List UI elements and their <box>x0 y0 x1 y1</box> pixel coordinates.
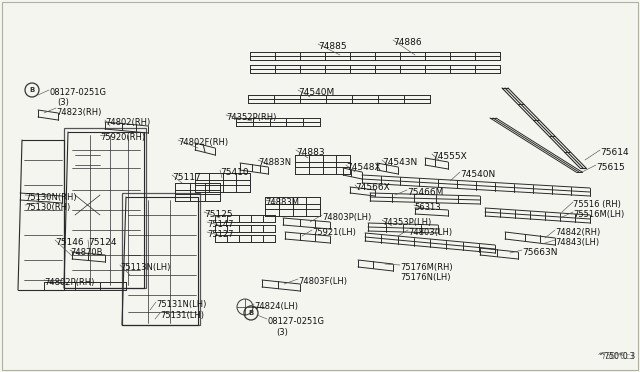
Text: 74823(RH): 74823(RH) <box>56 108 101 117</box>
Text: 74555X: 74555X <box>432 152 467 161</box>
Text: (3): (3) <box>57 98 69 107</box>
Text: 75516M(LH): 75516M(LH) <box>573 210 624 219</box>
Text: 75614: 75614 <box>600 148 628 157</box>
Text: 75410: 75410 <box>220 168 248 177</box>
Text: 08127-0251G: 08127-0251G <box>49 88 106 97</box>
Text: 75125: 75125 <box>204 210 232 219</box>
Text: 75113N(LH): 75113N(LH) <box>120 263 170 272</box>
Text: ^750*0:3: ^750*0:3 <box>598 352 635 361</box>
Text: 75516 (RH): 75516 (RH) <box>573 200 621 209</box>
Text: 74802F(RH): 74802F(RH) <box>178 138 228 147</box>
Text: 75146: 75146 <box>55 238 84 247</box>
Bar <box>64 128 146 288</box>
Text: 75176N(LH): 75176N(LH) <box>400 273 451 282</box>
Text: 75147: 75147 <box>207 220 234 229</box>
Text: 75130N(RH): 75130N(RH) <box>25 193 77 202</box>
Text: 56313: 56313 <box>414 203 440 212</box>
Text: 74883: 74883 <box>296 148 324 157</box>
Text: 74566X: 74566X <box>355 183 390 192</box>
Text: 75920(RH): 75920(RH) <box>100 133 145 142</box>
Text: 74870B: 74870B <box>70 248 102 257</box>
Text: 75124: 75124 <box>88 238 116 247</box>
Text: 74803P(LH): 74803P(LH) <box>322 213 371 222</box>
Text: 74842(RH): 74842(RH) <box>555 228 600 237</box>
Text: 74543N: 74543N <box>382 158 417 167</box>
Text: 75127: 75127 <box>207 230 234 239</box>
Text: 74824(LH): 74824(LH) <box>254 302 298 311</box>
Text: 74883N: 74883N <box>258 158 291 167</box>
Text: 74802P(RH): 74802P(RH) <box>44 278 94 287</box>
Text: 74803F(LH): 74803F(LH) <box>298 277 347 286</box>
Text: 74843(LH): 74843(LH) <box>555 238 599 247</box>
Text: 75176M(RH): 75176M(RH) <box>400 263 452 272</box>
Text: 75130(RH): 75130(RH) <box>25 203 70 212</box>
Text: 74540M: 74540M <box>298 88 334 97</box>
Text: 08127-0251G: 08127-0251G <box>267 317 324 326</box>
Bar <box>122 193 200 325</box>
Text: 75131(LH): 75131(LH) <box>160 311 204 320</box>
Text: 74886: 74886 <box>393 38 422 47</box>
Text: 74885: 74885 <box>318 42 347 51</box>
Text: 75663N: 75663N <box>522 248 557 257</box>
Text: 74352P(RH): 74352P(RH) <box>226 113 276 122</box>
Text: ^750*0:3: ^750*0:3 <box>598 352 635 361</box>
Text: 75131N(LH): 75131N(LH) <box>156 300 206 309</box>
Text: (3): (3) <box>276 328 288 337</box>
Text: 74353P(LH): 74353P(LH) <box>382 218 431 227</box>
Text: 75921(LH): 75921(LH) <box>312 228 356 237</box>
Text: 74548X: 74548X <box>346 163 381 172</box>
Text: 74802(RH): 74802(RH) <box>105 118 150 127</box>
Text: 75615: 75615 <box>596 163 625 172</box>
Text: 75117: 75117 <box>172 173 201 182</box>
Text: 74883M: 74883M <box>265 198 299 207</box>
Text: 74803(LH): 74803(LH) <box>408 228 452 237</box>
Text: B: B <box>29 87 35 93</box>
Text: B: B <box>248 310 253 316</box>
Text: 74540N: 74540N <box>460 170 495 179</box>
Text: 75466M: 75466M <box>407 188 444 197</box>
